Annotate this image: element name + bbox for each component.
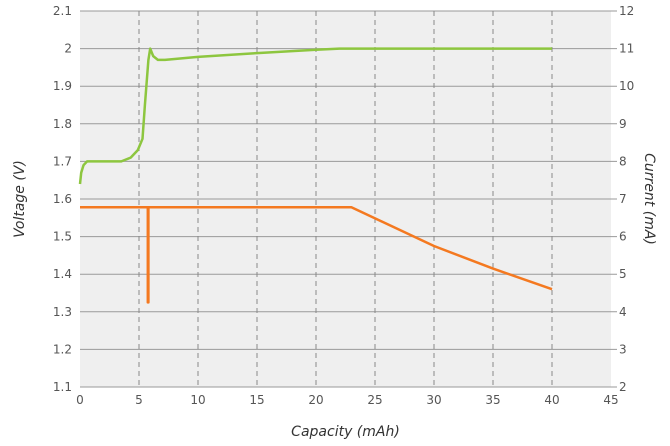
right-y-tick-label-0: 2 <box>619 380 627 394</box>
left-y-tick-label-2: 1.3 <box>53 305 72 319</box>
x-tick-label-8: 40 <box>544 393 559 407</box>
right-y-tick-label-9: 11 <box>619 42 634 56</box>
x-tick-label-7: 35 <box>485 393 500 407</box>
right-y-tick-label-7: 9 <box>619 117 627 131</box>
right-y-tick-label-3: 5 <box>619 267 627 281</box>
x-tick-label-5: 25 <box>367 393 382 407</box>
right-y-tick-label-4: 6 <box>619 230 627 244</box>
x-tick-label-3: 15 <box>249 393 264 407</box>
x-axis-title: Capacity (mAh) <box>291 424 400 440</box>
left-y-tick-label-9: 2 <box>64 42 72 56</box>
voltage-series-line <box>78 47 552 185</box>
right-y-tick-label-6: 8 <box>619 154 627 168</box>
left-y-tick-label-5: 1.6 <box>53 192 72 206</box>
x-tick-label-4: 20 <box>308 393 323 407</box>
left-y-tick-label-7: 1.8 <box>53 117 72 131</box>
right-y-tick-label-10: 12 <box>619 4 634 18</box>
x-tick-label-1: 5 <box>135 393 143 407</box>
right-y-tick-label-1: 3 <box>619 342 627 356</box>
left-y-tick-label-1: 1.2 <box>53 342 72 356</box>
left-y-tick-label-6: 1.7 <box>53 154 72 168</box>
x-axis-ticks: 0 5 10 15 20 25 30 35 40 45 <box>76 393 618 407</box>
left-y-axis-title: Voltage (V) <box>12 160 28 238</box>
x-tick-label-9: 45 <box>603 393 618 407</box>
x-tick-label-0: 0 <box>76 393 84 407</box>
left-y-tick-label-8: 1.9 <box>53 79 72 93</box>
x-tick-label-2: 10 <box>190 393 205 407</box>
right-y-axis-ticks: 2 3 4 5 6 7 8 9 10 11 12 <box>619 4 634 394</box>
series-lines <box>78 47 553 304</box>
left-y-axis-ticks: 1.1 1.2 1.3 1.4 1.5 1.6 1.7 1.8 1.9 2 2.1 <box>53 4 72 394</box>
left-y-tick-label-3: 1.4 <box>53 267 72 281</box>
right-y-tick-label-5: 7 <box>619 192 627 206</box>
left-y-tick-label-4: 1.5 <box>53 230 72 244</box>
right-y-tick-label-8: 10 <box>619 79 634 93</box>
current-series-line <box>80 206 553 304</box>
x-tick-label-6: 30 <box>426 393 441 407</box>
left-y-tick-label-10: 2.1 <box>53 4 72 18</box>
left-y-tick-label-0: 1.1 <box>53 380 72 394</box>
right-y-axis-title: Current (mA) <box>641 153 657 245</box>
right-y-tick-label-2: 4 <box>619 305 627 319</box>
